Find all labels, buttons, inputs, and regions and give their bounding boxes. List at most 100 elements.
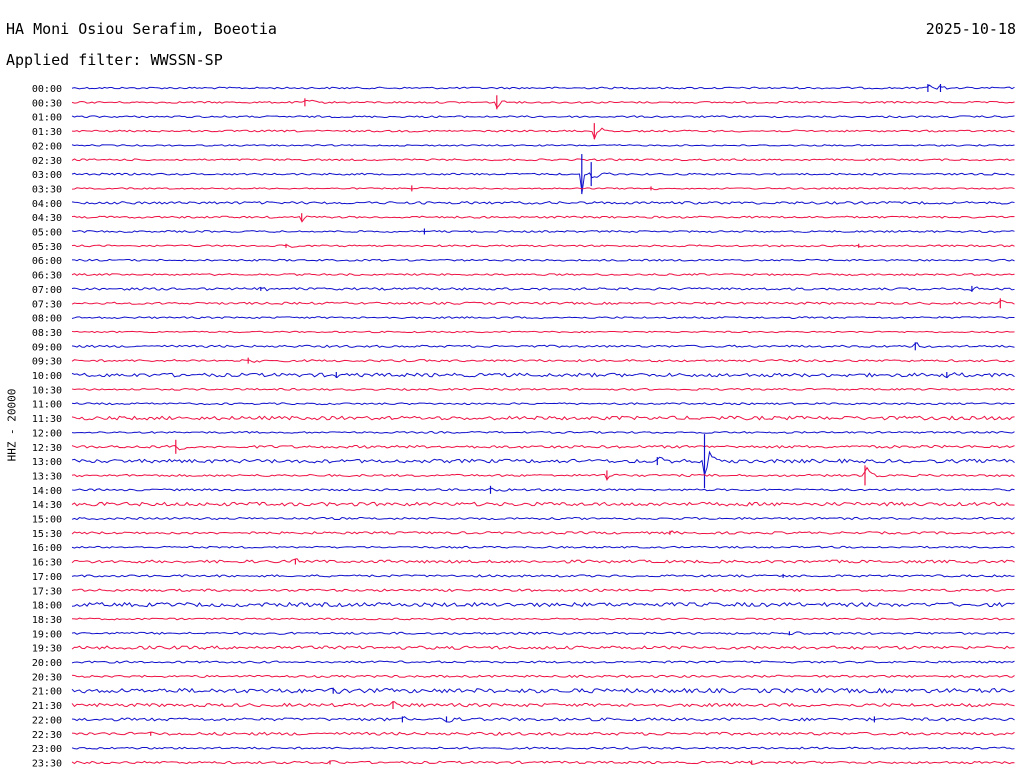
trace-line [71,230,1015,233]
trace-line [71,258,1015,262]
row-time-label: 15:30 [32,529,62,540]
trace-line [71,144,1015,147]
trace-line [71,200,1015,205]
row-time-label: 07:00 [32,285,62,296]
trace-line [71,127,1015,140]
trace-line [71,558,1015,564]
row-time-label: 05:00 [32,228,62,239]
row-time-label: 02:30 [32,156,62,167]
row-time-label: 10:30 [32,385,62,396]
trace-line [71,300,1015,305]
row-time-label: 03:30 [32,184,62,195]
trace-line [71,601,1015,608]
trace-line [71,84,1015,90]
trace-line [71,617,1015,621]
filter-label: Applied filter: WWSSN-SP [6,51,223,69]
row-time-label: 16:30 [32,558,62,569]
trace-line [71,115,1015,119]
row-time-label: 07:30 [32,299,62,310]
row-time-label: 22:30 [32,730,62,741]
row-time-label: 01:00 [32,113,62,124]
row-time-label: 21:00 [32,687,62,698]
trace-line [71,645,1015,650]
row-time-label: 16:00 [32,543,62,554]
trace-line [71,746,1015,750]
trace-line [71,172,1015,193]
row-time-label: 12:30 [32,443,62,454]
row-time-label: 20:30 [32,672,62,683]
trace-line [71,215,1015,223]
trace-line [71,430,1015,434]
row-time-label: 04:30 [32,213,62,224]
trace-line [71,244,1015,248]
row-time-label: 11:00 [32,400,62,411]
row-time-label: 23:30 [32,758,62,769]
row-time-label: 11:30 [32,414,62,425]
trace-line [71,466,1015,481]
trace-line [71,487,1015,492]
row-time-label: 09:00 [32,342,62,353]
trace-line [71,387,1015,391]
trace-line [71,760,1015,765]
row-time-label: 15:00 [32,515,62,526]
trace-line [71,588,1015,593]
row-time-label: 13:30 [32,471,62,482]
trace-line [71,358,1015,363]
row-time-label: 02:00 [32,141,62,152]
row-time-label: 00:30 [32,98,62,109]
row-time-label: 22:00 [32,715,62,726]
row-time-label: 06:00 [32,256,62,267]
row-time-label: 18:00 [32,601,62,612]
row-time-label: 09:30 [32,357,62,368]
trace-line [71,501,1015,507]
trace-line [71,99,1015,109]
row-time-label: 06:30 [32,271,62,282]
row-time-label: 12:00 [32,428,62,439]
row-time-label: 23:00 [32,744,62,755]
trace-line [71,716,1015,723]
trace-line [71,687,1015,694]
date-label: 2025-10-18 [925,20,1016,38]
row-time-label: 18:30 [32,615,62,626]
row-time-label: 17:00 [32,572,62,583]
trace-line [71,631,1015,636]
row-time-label: 01:30 [32,127,62,138]
row-time-label: 19:00 [32,629,62,640]
trace-line [71,158,1015,162]
row-time-label: 10:00 [32,371,62,382]
trace-line [71,450,1015,476]
station-title: HA Moni Osiou Serafim, Boeotia [6,20,277,38]
trace-line [71,545,1015,549]
row-time-label: 00:00 [32,84,62,95]
trace-line [71,674,1015,679]
row-time-label: 03:00 [32,170,62,181]
trace-line [71,342,1015,349]
row-time-label: 04:00 [32,199,62,210]
row-time-label: 17:30 [32,586,62,597]
trace-line [71,701,1015,708]
trace-line [71,444,1015,451]
trace-line [71,415,1015,421]
trace-line [71,316,1015,320]
trace-line [71,372,1015,379]
row-time-label: 13:00 [32,457,62,468]
row-time-label: 20:00 [32,658,62,669]
trace-line [71,731,1015,736]
row-time-label: 08:30 [32,328,62,339]
row-time-label: 21:30 [32,701,62,712]
trace-line [71,402,1015,406]
trace-line [71,286,1015,292]
trace-line [71,330,1015,334]
trace-line [71,186,1015,191]
trace-line [71,574,1015,578]
trace-line [71,660,1015,664]
trace-line [71,273,1015,277]
row-time-label: 08:00 [32,314,62,325]
row-time-label: 14:30 [32,500,62,511]
row-time-label: 05:30 [32,242,62,253]
trace-line [71,530,1015,535]
row-time-label: 14:00 [32,486,62,497]
trace-line [71,516,1015,521]
row-time-label: 19:30 [32,644,62,655]
